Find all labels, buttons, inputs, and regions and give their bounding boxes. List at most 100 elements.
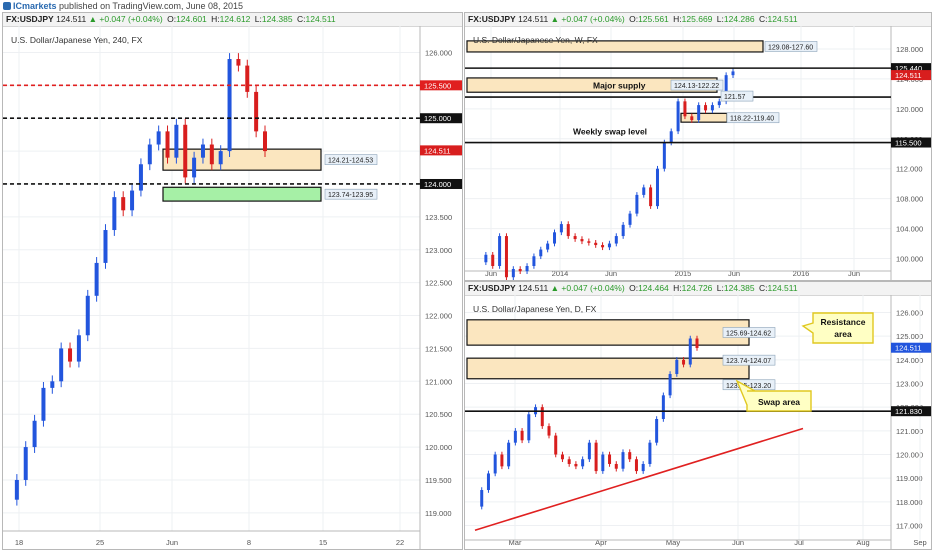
y-tick-label: 119.000 [896, 474, 923, 483]
annotation-weekly-swap: Weekly swap level [573, 126, 647, 136]
resistance-callout-box [801, 312, 874, 344]
candle-body [567, 459, 571, 464]
level-label: 121.57 [724, 94, 746, 101]
y-tick-label: 125.000 [896, 332, 923, 341]
zone-rect [466, 357, 750, 380]
x-tick-label: Sep [913, 538, 926, 547]
x-tick-label: May [666, 538, 680, 547]
chart-title: U.S. Dollar/Japanese Yen, 240, FX [11, 35, 143, 45]
candle-body [41, 387, 46, 421]
candle-body [112, 197, 117, 231]
x-tick-label: Mar [509, 538, 522, 547]
candle-body [614, 236, 618, 244]
zone-label: 124.21-124.53 [328, 158, 373, 165]
current-price-tag [891, 70, 931, 81]
candle-body [94, 262, 99, 296]
zone-label-box [722, 327, 776, 338]
chart-panel-240[interactable]: FX:USDJPY 124.511 ▲ +0.047 (+0.04%) O:12… [2, 12, 463, 550]
ohlc-open: 124.601 [176, 14, 207, 24]
ohlc-low: 124.286 [723, 14, 755, 24]
candle-body [32, 420, 37, 448]
zone-rect [162, 186, 322, 202]
y-tick-label: 122.500 [425, 279, 452, 288]
y-tick-label: 123.000 [425, 246, 452, 255]
candle-body [183, 124, 188, 178]
candle-body [669, 131, 673, 143]
candle-body [662, 142, 666, 169]
price-change: +0.047 (+0.04%) [561, 14, 625, 24]
chart-weekly[interactable]: 100.000104.000108.000112.000116.000120.0… [465, 26, 931, 280]
candle-body [628, 452, 632, 460]
chart-panel-daily[interactable]: FX:USDJPY 124.511 ▲ +0.047 (+0.04%) O:12… [464, 281, 932, 550]
candle-body [607, 243, 611, 248]
candle-body [621, 224, 625, 237]
candle-body [655, 419, 659, 443]
candle-body [601, 454, 605, 472]
candle-body [500, 454, 504, 467]
current-price-label: 124.511 [895, 71, 922, 80]
symbol-label[interactable]: FX:USDJPY [468, 14, 516, 24]
y-tick-label: 120.000 [896, 105, 923, 114]
candle-body [245, 65, 250, 92]
ohlc-low: 124.385 [723, 283, 755, 293]
ohlc-close: 124.511 [305, 14, 336, 24]
price-change: +0.047 (+0.04%) [99, 14, 163, 24]
candle-body [121, 197, 126, 211]
candle-body [68, 348, 73, 362]
swap-callout-box [735, 379, 812, 412]
candle-body [480, 490, 484, 507]
chart-daily[interactable]: 117.000118.000119.000120.000121.000122.0… [465, 295, 931, 549]
candle-body [540, 407, 544, 427]
publish-header: ICmarkets published on TradingView.com, … [0, 0, 932, 12]
ohlc-close: 124.511 [767, 283, 798, 293]
chart-title: U.S. Dollar/Japanese Yen, W, FX [473, 35, 598, 45]
candle-body [566, 224, 570, 237]
candle-body [491, 254, 495, 266]
x-tick-label: 18 [15, 538, 23, 547]
candle-body [227, 59, 232, 152]
ohlc-high: 124.726 [681, 283, 713, 293]
candle-body [675, 359, 679, 375]
candle-body [192, 157, 197, 178]
level-price-tag [420, 113, 462, 124]
candle-body [532, 256, 536, 266]
zone-label-box [670, 79, 724, 91]
change-arrow-icon: ▲ [550, 283, 559, 293]
x-tick-label: Jun [848, 269, 860, 278]
candle-body [628, 213, 632, 225]
level-price-label: 124.000 [424, 180, 451, 189]
candle-body [704, 105, 708, 111]
level-price-tag [891, 406, 931, 417]
candle-body [165, 131, 170, 158]
candle-body [547, 426, 551, 436]
level-price-label: 121.830 [895, 407, 922, 416]
candle-body [236, 59, 241, 66]
zone-label: 125.69-124.62 [726, 330, 771, 337]
zone-label-box [764, 41, 818, 52]
candle-body [634, 459, 638, 472]
last-price: 124.511 [518, 283, 549, 293]
current-price-label: 124.511 [895, 344, 922, 353]
level-price-tag [891, 63, 931, 74]
y-tick-label: 126.000 [425, 48, 452, 57]
symbol-label[interactable]: FX:USDJPY [468, 283, 516, 293]
trendline [474, 427, 804, 532]
chart-panel-weekly[interactable]: FX:USDJPY 124.511 ▲ +0.047 (+0.04%) O:12… [464, 12, 932, 281]
symbol-header: FX:USDJPY 124.511 ▲ +0.047 (+0.04%) O:12… [465, 282, 931, 296]
x-tick-label: Jun [728, 269, 740, 278]
brand-name[interactable]: ICmarkets [13, 1, 57, 11]
candle-body [553, 232, 557, 244]
candle-body [580, 239, 584, 242]
y-tick-label: 122.000 [425, 312, 452, 321]
zone-rect [680, 112, 728, 123]
y-tick-label: 119.500 [425, 476, 452, 485]
symbol-label[interactable]: FX:USDJPY [6, 14, 54, 24]
last-price: 124.511 [56, 14, 87, 24]
candle-body [668, 374, 672, 396]
zone-label: 123.74-124.07 [726, 358, 771, 365]
candle-body [23, 447, 28, 480]
candle-body [527, 414, 531, 441]
candle-body [546, 243, 550, 250]
current-price-tag [420, 145, 462, 156]
chart-240[interactable]: 119.000 119.500 120.000 120.500 121.000 121.5… [3, 26, 462, 549]
